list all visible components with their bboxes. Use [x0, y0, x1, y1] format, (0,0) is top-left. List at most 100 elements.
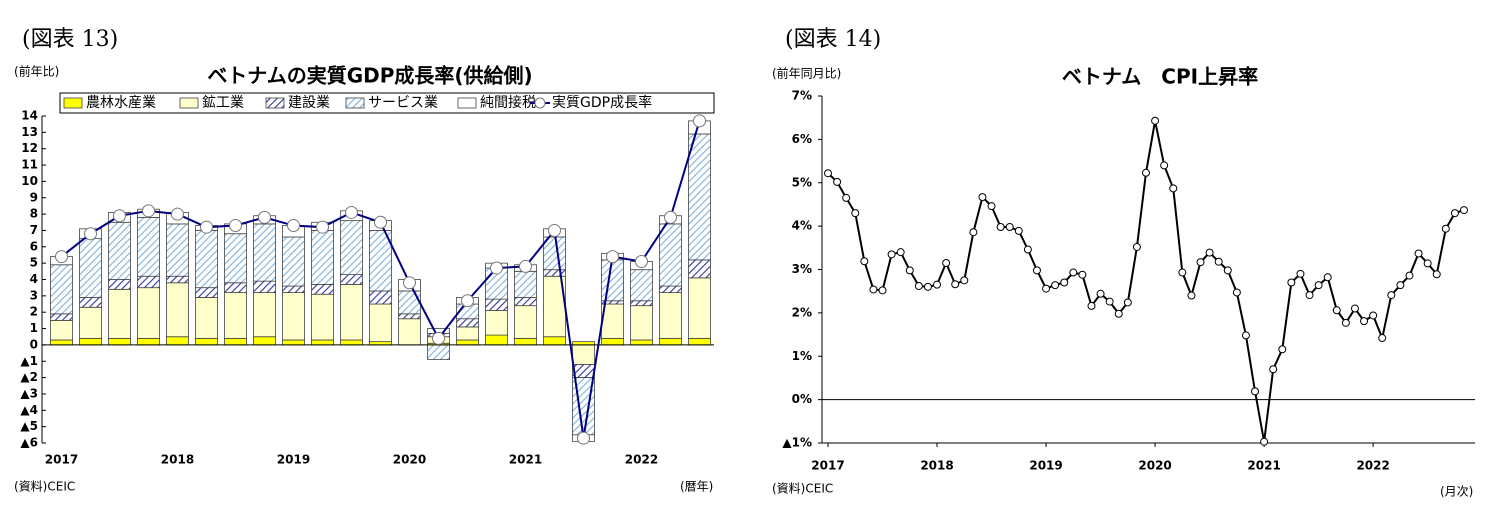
bar-segment [224, 282, 247, 293]
y-tick-label: 11 [21, 158, 38, 172]
line-marker [1341, 318, 1350, 327]
bar-segment [108, 279, 131, 290]
line-marker [1378, 334, 1387, 343]
bar-segment [50, 339, 73, 346]
bar-segment [311, 284, 334, 295]
line-marker [1114, 309, 1123, 318]
line-marker [1151, 116, 1160, 125]
bar-segment [50, 264, 73, 315]
y-tick-label: 5% [792, 175, 812, 189]
x-tick-label: 2020 [393, 453, 426, 467]
bar-segment [630, 300, 653, 307]
bar-segment [514, 337, 537, 346]
x-axis-label: (月次) [1440, 485, 1473, 499]
bar-segment [253, 280, 276, 293]
bar-segment [601, 337, 624, 346]
line-marker [229, 219, 242, 233]
y-tick-label: 3 [30, 288, 38, 302]
bar-segment [195, 337, 218, 346]
line-marker [664, 210, 677, 224]
bar-segment [688, 133, 711, 261]
y-tick-label: ▲5 [20, 419, 38, 433]
bar-segment [282, 285, 305, 293]
bar-segment [253, 336, 276, 346]
line-marker [635, 255, 648, 269]
legend-label: 実質GDP成長率 [552, 94, 652, 111]
bar-segment [166, 336, 189, 346]
bar-segment [398, 313, 421, 320]
line-marker [1051, 281, 1060, 290]
y-tick-label: 5 [30, 256, 38, 270]
line-marker [1287, 278, 1296, 287]
line-marker [1232, 288, 1241, 297]
bar-segment [398, 290, 421, 315]
bar-segment [514, 305, 537, 339]
bar-segment [543, 236, 566, 271]
y-tick-label: 13 [21, 125, 38, 139]
line-marker [461, 294, 474, 308]
line-marker [1260, 437, 1269, 446]
line-marker [842, 193, 851, 202]
line-marker [1396, 281, 1405, 290]
bar-segment [311, 339, 334, 346]
bar-segment [79, 337, 102, 346]
bar-segment [50, 313, 73, 321]
bar-segment [166, 223, 189, 277]
line-marker [887, 250, 896, 259]
line-marker [1423, 259, 1432, 268]
bar-segment [659, 285, 682, 293]
bar-segment [137, 287, 160, 339]
line-marker [923, 282, 932, 291]
bar-segment [514, 297, 537, 307]
bar-segment [282, 236, 305, 287]
line-marker [860, 257, 869, 266]
bar-segment [659, 223, 682, 287]
line-marker [1296, 269, 1305, 278]
line-marker [851, 209, 860, 218]
line-marker [914, 281, 923, 290]
line-marker [84, 227, 97, 241]
x-tick-label: 2021 [1247, 459, 1280, 473]
bar-segment [224, 233, 247, 284]
line-marker [960, 276, 969, 285]
line-marker [1223, 266, 1232, 275]
bar-segment [166, 282, 189, 338]
y-tick-label: 7 [30, 223, 38, 237]
bar-segment [137, 275, 160, 289]
bar-segment [253, 292, 276, 338]
legend-label: サービス業 [368, 95, 438, 111]
line-marker [1032, 266, 1041, 275]
bar-segment [688, 337, 711, 346]
line-marker [432, 331, 445, 345]
y-tick-label: 7% [792, 89, 812, 103]
x-tick-label: 2022 [625, 453, 658, 467]
y-tick-label: 3% [792, 262, 812, 276]
y-tick-label: 2% [792, 305, 812, 319]
line-marker [1251, 387, 1260, 396]
x-tick-label: 2019 [277, 453, 310, 467]
line-marker [1414, 249, 1423, 258]
y-tick-label: ▲3 [20, 386, 38, 400]
bar-segment [485, 298, 508, 311]
bar-segment [456, 318, 479, 328]
legend-label: 建設業 [288, 95, 330, 111]
bar-segment [79, 297, 102, 308]
line-marker [1369, 311, 1378, 320]
legend-swatch [265, 97, 285, 109]
line-marker [287, 219, 300, 233]
bar-segment [340, 339, 363, 346]
legend-swatch [534, 97, 546, 109]
figure-label: (図表 13) [22, 27, 118, 52]
line-marker [374, 215, 387, 229]
source: (資料)CEIC [14, 480, 75, 494]
bar-segment [398, 318, 421, 346]
bar-segment [543, 336, 566, 346]
line-marker [1096, 289, 1105, 298]
line-marker [824, 169, 832, 178]
bar-segment [456, 339, 479, 346]
line-marker [833, 177, 842, 186]
line-marker [693, 114, 706, 128]
y-tick-label: ▲6 [20, 436, 38, 450]
bar-segment [630, 339, 653, 346]
x-tick-label: 2019 [1029, 459, 1062, 473]
